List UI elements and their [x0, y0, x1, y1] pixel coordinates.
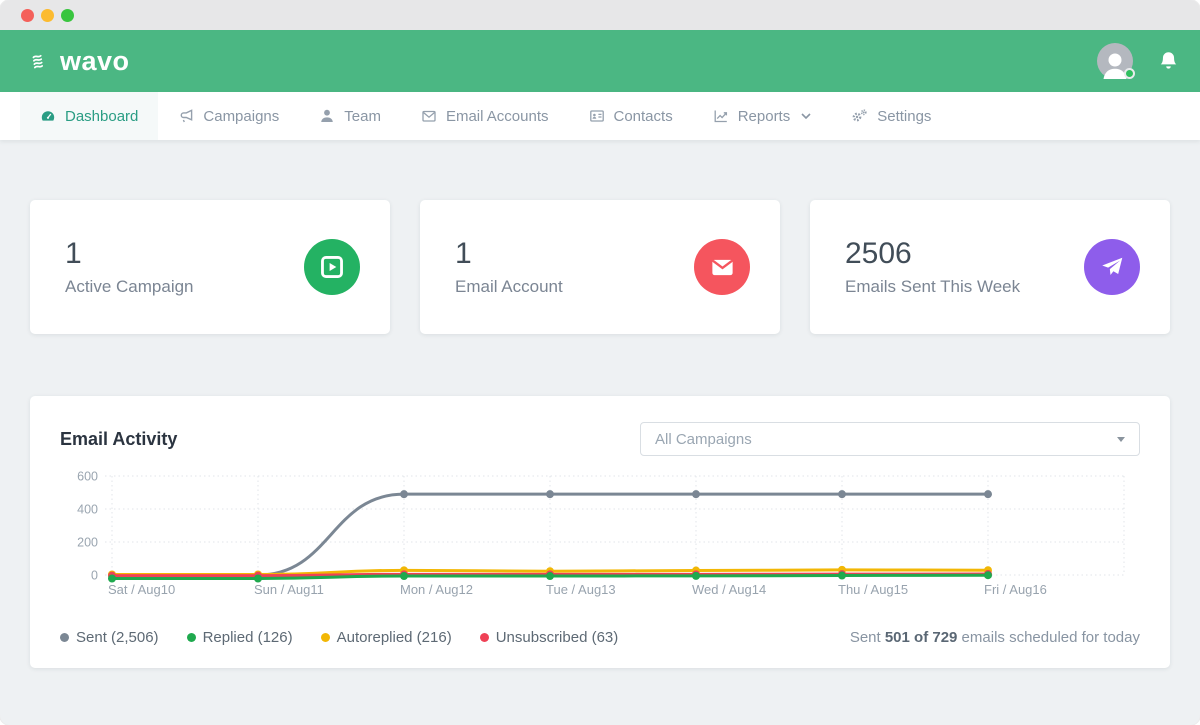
email-icon: [694, 239, 750, 295]
svg-text:Tue / Aug13: Tue / Aug13: [546, 582, 616, 597]
nav-label: Team: [344, 107, 381, 125]
chart-legend-row: Sent (2,506) Replied (126) Autoreplied (21…: [30, 623, 1170, 668]
campaign-filter-value: All Campaigns: [655, 430, 752, 448]
send-schedule-note: Sent 501 of 729 emails scheduled for tod…: [849, 629, 1140, 646]
stats-row: 1 Active Campaign 1 Email Account 2506: [30, 200, 1170, 334]
legend-label: Autoreplied (216): [336, 629, 452, 646]
nav-label: Dashboard: [65, 107, 139, 125]
close-button[interactable]: [21, 8, 34, 22]
gears-icon: [851, 108, 868, 124]
brand-logo[interactable]: wavo: [30, 46, 130, 77]
maximize-button[interactable]: [61, 8, 74, 22]
contact-card-icon: [589, 108, 605, 124]
nav-label: Settings: [877, 107, 932, 125]
user-avatar[interactable]: [1097, 43, 1135, 79]
envelope-icon: [421, 108, 437, 124]
stat-value: 1: [455, 236, 472, 270]
nav-item-reports[interactable]: Reports: [693, 92, 832, 140]
title-bar: [0, 0, 1200, 30]
app-header: wavo: [0, 30, 1200, 92]
email-activity-chart: 0 200 400 600 Sat / Aug10 Sun / Aug11 Mon / Au…: [30, 456, 1170, 609]
chart-legend: Sent (2,506) Replied (126) Autoreplied (21…: [60, 629, 618, 646]
line-chart: 0 200 400 600 Sat / Aug10 Sun / Aug11 Mon / Au…: [77, 470, 1125, 597]
campaign-filter-select[interactable]: All Campaigns: [640, 422, 1140, 456]
legend-item-unsubscribed[interactable]: Unsubscribed (63): [479, 629, 619, 646]
stat-label: Active Campaign: [65, 277, 194, 297]
svg-text:Thu / Aug15: Thu / Aug15: [838, 582, 908, 597]
legend-label: Unsubscribed (63): [495, 629, 619, 646]
legend-dot-icon: [320, 633, 330, 642]
stat-card-email-accounts: 1 Email Account: [420, 200, 780, 334]
brand-name: wavo: [60, 45, 130, 76]
svg-text:Wed / Aug14: Wed / Aug14: [692, 582, 766, 597]
legend-item-autoreplied[interactable]: Autoreplied (216): [320, 629, 452, 646]
chevron-down-icon: [801, 113, 811, 119]
svg-text:Sat / Aug10: Sat / Aug10: [108, 582, 175, 597]
main-nav: Dashboard Campaigns Team Email Accounts …: [0, 92, 1200, 140]
nav-label: Contacts: [613, 107, 673, 125]
svg-text:Mon / Aug12: Mon / Aug12: [400, 582, 473, 597]
legend-label: Replied (126): [202, 629, 293, 646]
svg-text:600: 600: [77, 470, 98, 484]
person-silhouette-icon: [1103, 53, 1127, 79]
play-video-icon: [304, 239, 360, 295]
nav-item-dashboard[interactable]: Dashboard: [20, 92, 159, 140]
svg-text:Sun / Aug11: Sun / Aug11: [254, 582, 324, 597]
nav-label: Reports: [737, 107, 791, 125]
stat-label: Emails Sent This Week: [845, 277, 1021, 297]
stat-value: 2506: [845, 236, 912, 270]
nav-label: Campaigns: [203, 107, 280, 125]
caret-down-icon: [1117, 436, 1125, 442]
online-status-dot: [1124, 68, 1135, 79]
svg-text:Fri / Aug16: Fri / Aug16: [984, 582, 1047, 597]
stat-card-emails-sent: 2506 Emails Sent This Week: [810, 200, 1170, 334]
svg-text:0: 0: [91, 569, 98, 583]
stat-card-active-campaigns: 1 Active Campaign: [30, 200, 390, 334]
paper-plane-icon: [1084, 239, 1140, 295]
stat-value: 1: [65, 236, 82, 270]
gauge-icon: [40, 108, 56, 124]
notifications-bell-icon[interactable]: [1159, 51, 1178, 72]
minimize-button[interactable]: [41, 8, 54, 22]
legend-item-sent[interactable]: Sent (2,506): [60, 629, 159, 646]
wave-logo-icon: [30, 47, 58, 75]
legend-item-replied[interactable]: Replied (126): [186, 629, 293, 646]
sent-count: 501 of 729: [884, 629, 958, 646]
person-icon: [319, 108, 335, 124]
stat-label: Email Account: [455, 277, 563, 297]
legend-dot-icon: [186, 633, 196, 642]
legend-label: Sent (2,506): [76, 629, 159, 646]
legend-dot-icon: [60, 633, 69, 642]
svg-text:400: 400: [77, 503, 98, 517]
nav-item-campaigns[interactable]: Campaigns: [158, 92, 299, 140]
dashboard-content: 1 Active Campaign 1 Email Account 2506: [0, 140, 1200, 668]
nav-item-email-accounts[interactable]: Email Accounts: [401, 92, 569, 140]
nav-item-settings[interactable]: Settings: [831, 92, 951, 140]
panel-title: Email Activity: [60, 428, 178, 449]
nav-label: Email Accounts: [445, 107, 549, 125]
nav-item-team[interactable]: Team: [299, 92, 401, 140]
email-activity-panel: Email Activity All Campaigns 0 200 400 600 S…: [30, 396, 1170, 668]
nav-item-contacts[interactable]: Contacts: [569, 92, 693, 140]
svg-text:200: 200: [77, 536, 98, 550]
legend-dot-icon: [479, 633, 489, 642]
megaphone-icon: [178, 108, 194, 124]
line-chart-icon: [713, 108, 729, 124]
